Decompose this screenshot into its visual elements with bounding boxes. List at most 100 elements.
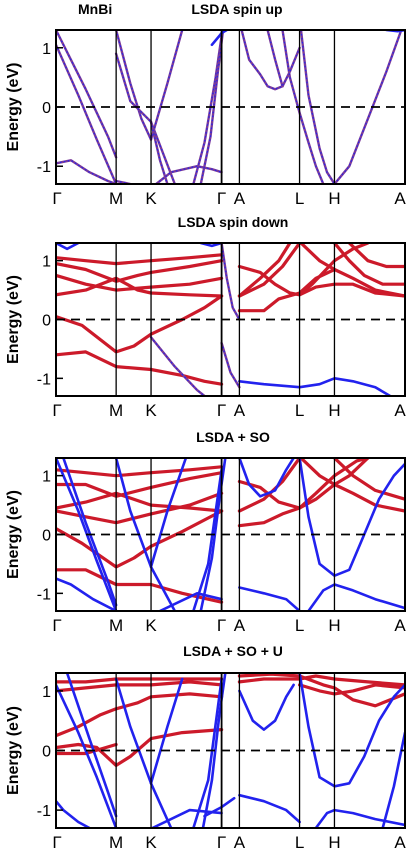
- band-19: [238, 458, 295, 498]
- band-6: [149, 30, 184, 141]
- band-0: [56, 253, 224, 266]
- y-tick-label: 0: [42, 744, 51, 761]
- band-6: [149, 336, 206, 396]
- k-point-label: H: [328, 616, 340, 635]
- band-10-dots: [200, 30, 224, 184]
- band-15-dots: [300, 30, 336, 184]
- k-point-label: L: [295, 833, 304, 851]
- k-point-label: M: [109, 616, 123, 635]
- y-tick-label: -1: [37, 371, 51, 388]
- k-point-label: Γ: [217, 833, 226, 851]
- band-16: [237, 482, 405, 528]
- bands: [56, 243, 405, 396]
- band-11: [237, 243, 302, 298]
- band-13-dots: [267, 30, 284, 87]
- band-15: [237, 673, 405, 708]
- band-9: [192, 34, 223, 184]
- band-6: [56, 458, 118, 611]
- band-16: [333, 30, 403, 184]
- band-7: [56, 243, 80, 251]
- k-point-label: Γ: [52, 833, 61, 851]
- k-point-label: A: [394, 833, 406, 851]
- band-9: [149, 677, 184, 785]
- band-2: [56, 491, 224, 513]
- k-point-label: L: [295, 401, 304, 420]
- k-point-label: Γ: [52, 189, 61, 208]
- y-tick-label: 1: [42, 41, 51, 58]
- band-12: [237, 243, 292, 298]
- band-16: [298, 683, 405, 696]
- band-21: [307, 583, 405, 611]
- band-9: [114, 458, 177, 611]
- panel-title: LSDA + SO + U: [183, 643, 283, 659]
- band-14: [237, 674, 405, 687]
- band-4-dots: [115, 53, 176, 184]
- y-tick-label: -1: [37, 803, 51, 820]
- band-11: [192, 677, 223, 828]
- k-point-label: A: [394, 616, 406, 635]
- band-4: [114, 52, 176, 184]
- k-point-label: Γ: [217, 401, 226, 420]
- band-11: [210, 30, 229, 47]
- band-1: [56, 680, 224, 693]
- band-14-dots: [281, 30, 324, 184]
- y-tick-label: 0: [42, 313, 51, 330]
- band-2: [56, 273, 224, 292]
- y-tick-label: -1: [37, 159, 51, 176]
- y-tick-label: 1: [42, 469, 51, 486]
- band-5: [56, 683, 118, 828]
- band-20: [298, 458, 405, 577]
- y-axis-label: Energy (eV): [5, 706, 22, 795]
- y-axis-label: Energy (eV): [5, 490, 22, 579]
- band-7: [62, 458, 118, 607]
- band-17: [238, 683, 295, 731]
- band-2: [56, 692, 224, 738]
- band-0: [56, 677, 224, 684]
- panel-title: LSDA + SO: [196, 429, 270, 445]
- band-22: [238, 586, 301, 611]
- panel-title: LSDA spin down: [178, 214, 289, 230]
- band-9: [220, 341, 241, 389]
- band-1-dots: [56, 30, 117, 158]
- band-1: [56, 471, 224, 498]
- band-4: [56, 294, 224, 354]
- band-12: [192, 468, 223, 611]
- k-point-label: K: [145, 833, 157, 851]
- y-tick-label: -1: [37, 586, 51, 603]
- band-18: [332, 458, 405, 501]
- panel-title: LSDA spin up: [191, 1, 282, 17]
- k-point-label: A: [394, 189, 406, 208]
- band-1: [56, 259, 224, 283]
- y-axis-label: Energy (eV): [5, 63, 22, 152]
- k-point-label: Γ: [217, 616, 226, 635]
- k-point-label: K: [145, 189, 157, 208]
- bands: [56, 673, 405, 828]
- band-5: [56, 568, 224, 604]
- band-8: [56, 577, 118, 611]
- k-point-label: Γ: [217, 189, 226, 208]
- band-2-dots: [56, 159, 117, 184]
- band-3: [56, 728, 224, 767]
- bands: [56, 30, 405, 184]
- band-4: [56, 509, 224, 569]
- y-tick-label: 1: [42, 254, 51, 271]
- k-point-label: A: [234, 401, 246, 420]
- band-10: [149, 458, 188, 569]
- band-8-dots: [155, 165, 222, 184]
- band-17: [332, 243, 405, 286]
- k-point-label: M: [109, 833, 123, 851]
- band-0: [56, 465, 224, 478]
- band-5: [56, 350, 224, 386]
- k-point-label: Γ: [52, 616, 61, 635]
- band-15: [298, 282, 405, 298]
- band-18: [298, 673, 405, 788]
- band-8: [114, 677, 173, 828]
- y-tick-label: 1: [42, 684, 51, 701]
- band-10: [220, 243, 241, 321]
- band-7: [56, 799, 91, 828]
- k-point-label: L: [295, 189, 304, 208]
